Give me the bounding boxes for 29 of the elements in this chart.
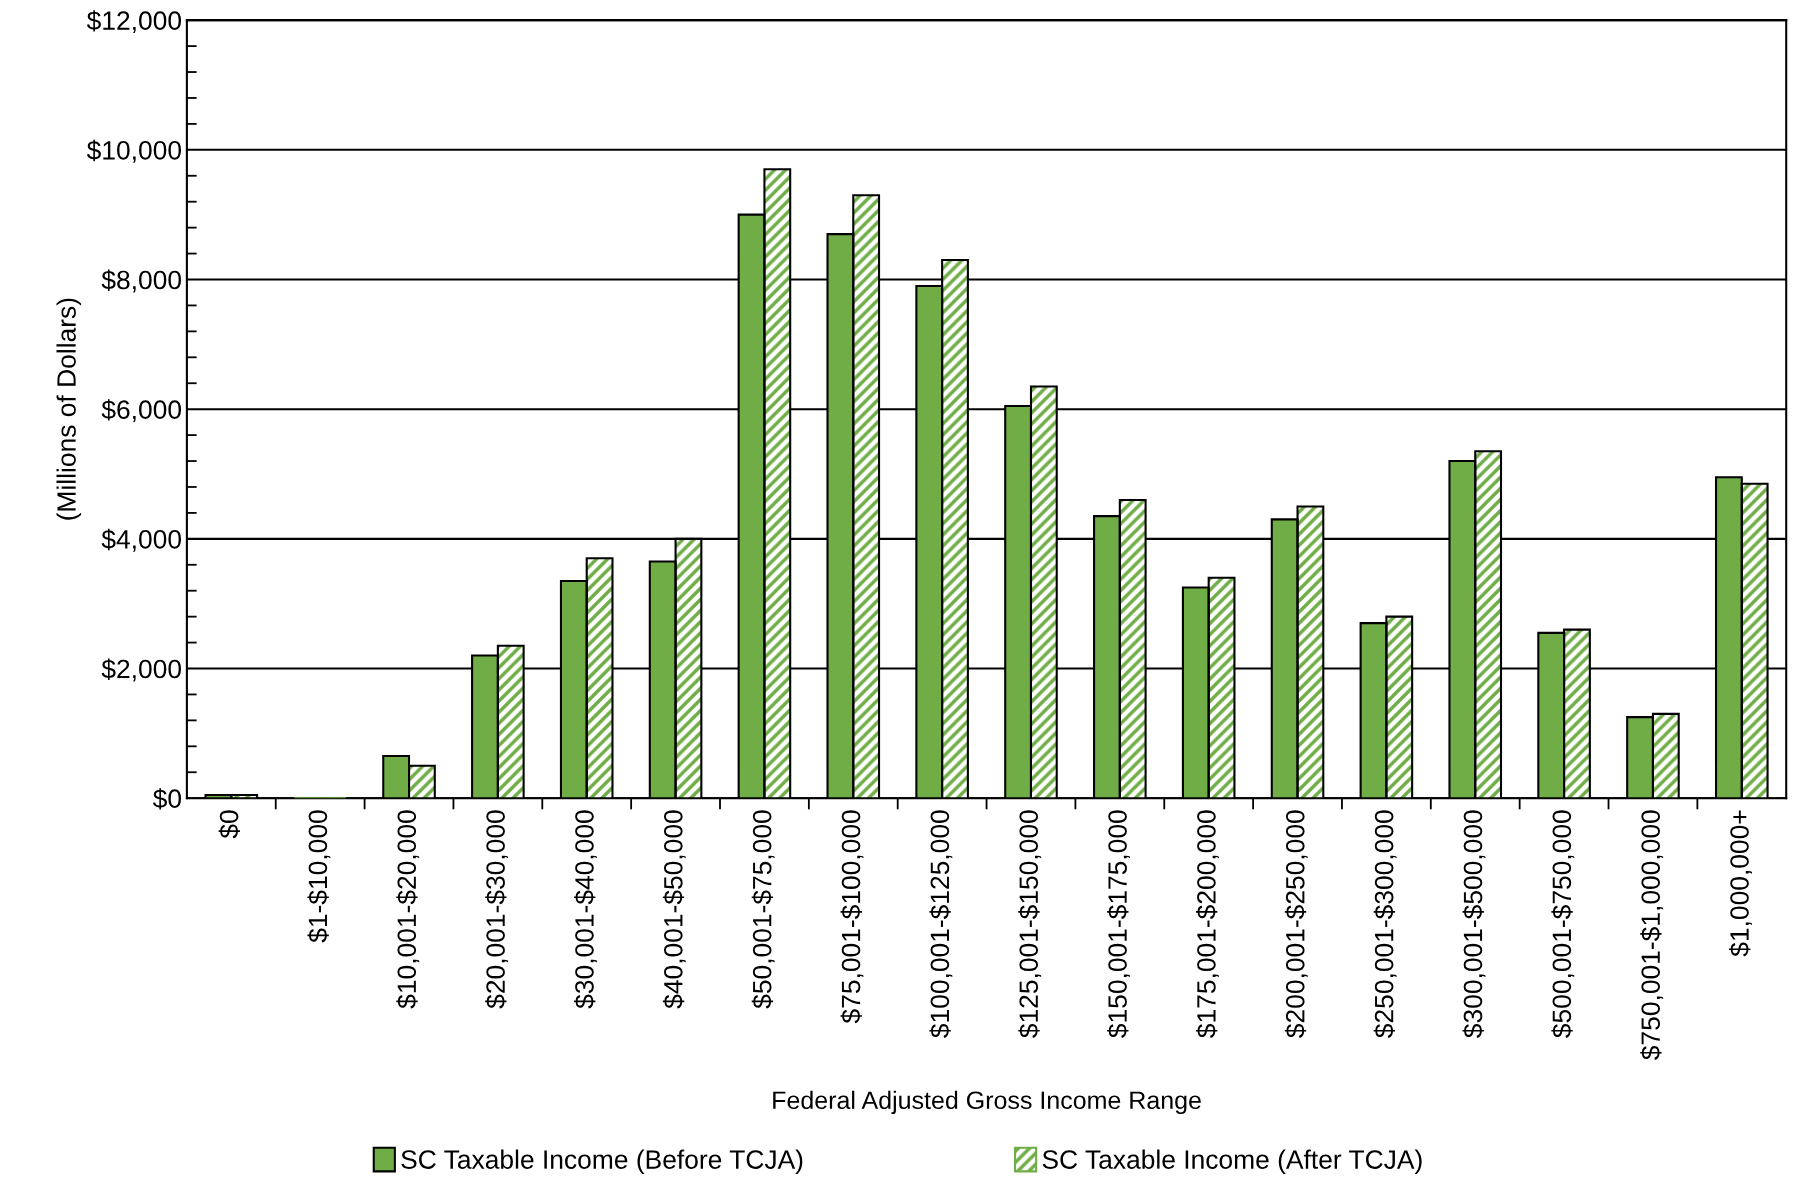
y-tick-label: $12,000 (86, 10, 181, 34)
y-tick-label: $2,000 (101, 658, 181, 682)
x-tick-label: $175,001-$200,000 (1195, 810, 1219, 1038)
x-tick-label: $300,001-$500,000 (1462, 810, 1486, 1038)
x-tick-label: $0 (218, 810, 240, 839)
x-tick-label: $125,001-$150,000 (1018, 810, 1042, 1038)
x-tick-label: $100,001-$125,000 (929, 810, 953, 1038)
x-tick-label: $30,001-$40,000 (574, 810, 597, 1009)
y-axis-title: (Millions of Dollars) (56, 298, 82, 520)
x-tick-label: $1,000,000+ (1729, 810, 1752, 957)
x-tick-label: $40,001-$50,000 (662, 810, 686, 1009)
legend-label: SC Taxable Income (Before TCJA) (401, 1149, 803, 1175)
legend-label: SC Taxable Income (After TCJA) (1042, 1149, 1422, 1175)
x-tick-label: $50,001-$75,000 (751, 810, 775, 1009)
x-tick-label: $75,001-$100,000 (840, 810, 864, 1024)
x-tick-label: $500,001-$750,000 (1551, 810, 1575, 1038)
y-tick-label: $4,000 (101, 528, 181, 552)
x-tick-label: $20,001-$30,000 (485, 810, 509, 1009)
y-tick-label: $10,000 (86, 139, 181, 163)
x-tick-label: $250,001-$300,000 (1373, 810, 1397, 1038)
y-tick-label: $8,000 (101, 269, 181, 293)
x-axis-title: Federal Adjusted Gross Income Range (773, 1090, 1201, 1115)
x-tick-label: $200,001-$250,000 (1284, 810, 1308, 1038)
x-tick-label: $10,001-$20,000 (396, 810, 420, 1009)
x-tick-label: $750,001-$1,000,000 (1640, 810, 1664, 1060)
x-tick-label: $1-$10,000 (307, 810, 331, 943)
y-tick-label: $0 (152, 788, 181, 810)
y-tick-label: $6,000 (101, 399, 181, 423)
x-tick-label: $150,001-$175,000 (1107, 810, 1131, 1038)
